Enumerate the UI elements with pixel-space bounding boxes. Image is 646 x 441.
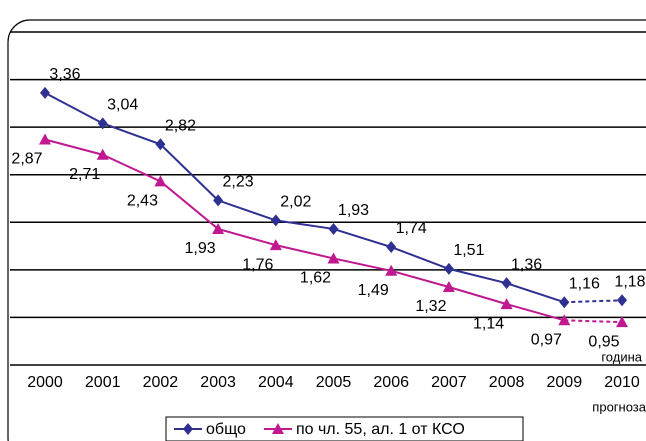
annotation: година: [601, 349, 642, 364]
legend-box: [165, 416, 524, 441]
marker: [442, 280, 455, 292]
data-label: 1,51: [453, 242, 484, 259]
marker: [154, 175, 167, 187]
data-label: 1,74: [396, 220, 427, 237]
x-tick-label: 2009: [547, 374, 583, 391]
marker: [443, 262, 454, 275]
series-line: [44, 92, 565, 304]
legend-label: по чл. 55, ал. 1 от КСО: [296, 421, 465, 438]
data-label: 1,16: [569, 275, 600, 292]
x-tick-label: 2008: [489, 374, 525, 391]
marker: [328, 222, 339, 235]
x-tick-label: 2003: [200, 374, 236, 391]
data-label: 1,18: [614, 274, 645, 291]
marker: [385, 264, 398, 276]
data-label: 1,93: [185, 240, 216, 257]
legend: общо по чл. 55, ал. 1 от КСО: [165, 416, 524, 441]
marker: [96, 148, 109, 160]
data-label: 1,32: [415, 298, 446, 315]
marker: [616, 316, 628, 328]
annotation: прогноза: [592, 399, 646, 414]
marker: [271, 423, 284, 434]
marker: [501, 277, 512, 290]
legend-label: общо: [206, 421, 246, 438]
data-label: 1,49: [358, 282, 389, 299]
data-label: 2,87: [11, 151, 42, 168]
data-label: 3,04: [107, 97, 138, 114]
data-label: 0,95: [588, 333, 619, 350]
data-label: 2,23: [223, 174, 254, 191]
marker: [269, 239, 282, 251]
x-tick-label: 2006: [373, 374, 409, 391]
x-tick-label: 2000: [27, 374, 63, 391]
marker: [213, 194, 224, 207]
data-label: 0,97: [531, 332, 562, 349]
marker: [212, 222, 225, 234]
data-label: 1,14: [473, 315, 504, 332]
x-tick-label: 2007: [431, 374, 467, 391]
marker: [155, 138, 166, 151]
data-label: 2,82: [165, 117, 196, 134]
marker: [500, 298, 513, 310]
marker: [97, 117, 108, 130]
frame: [7, 19, 646, 441]
data-label: 2,02: [280, 194, 311, 211]
marker: [617, 294, 627, 307]
forecast-line: [564, 299, 623, 304]
marker: [270, 214, 281, 227]
data-label: 2,43: [127, 193, 158, 210]
x-tick-label: 2001: [85, 374, 121, 391]
marker: [558, 314, 571, 326]
x-tick-label: 2010: [604, 374, 640, 391]
marker: [183, 423, 193, 435]
series-line: [44, 138, 565, 322]
marker: [39, 133, 51, 145]
data-label: 1,36: [511, 256, 542, 273]
forecast-line: [564, 319, 623, 324]
x-tick-label: 2002: [143, 374, 179, 391]
data-label: 1,62: [300, 270, 331, 287]
marker: [327, 252, 340, 264]
x-tick-label: 2005: [316, 374, 352, 391]
marker: [40, 86, 50, 99]
marker: [559, 296, 570, 309]
marker: [386, 241, 397, 254]
data-label: 2,71: [69, 166, 100, 183]
data-label: 3,36: [49, 66, 80, 83]
data-label: 1,76: [242, 256, 273, 273]
x-tick-label: 2004: [258, 374, 294, 391]
data-label: 1,93: [338, 202, 369, 219]
